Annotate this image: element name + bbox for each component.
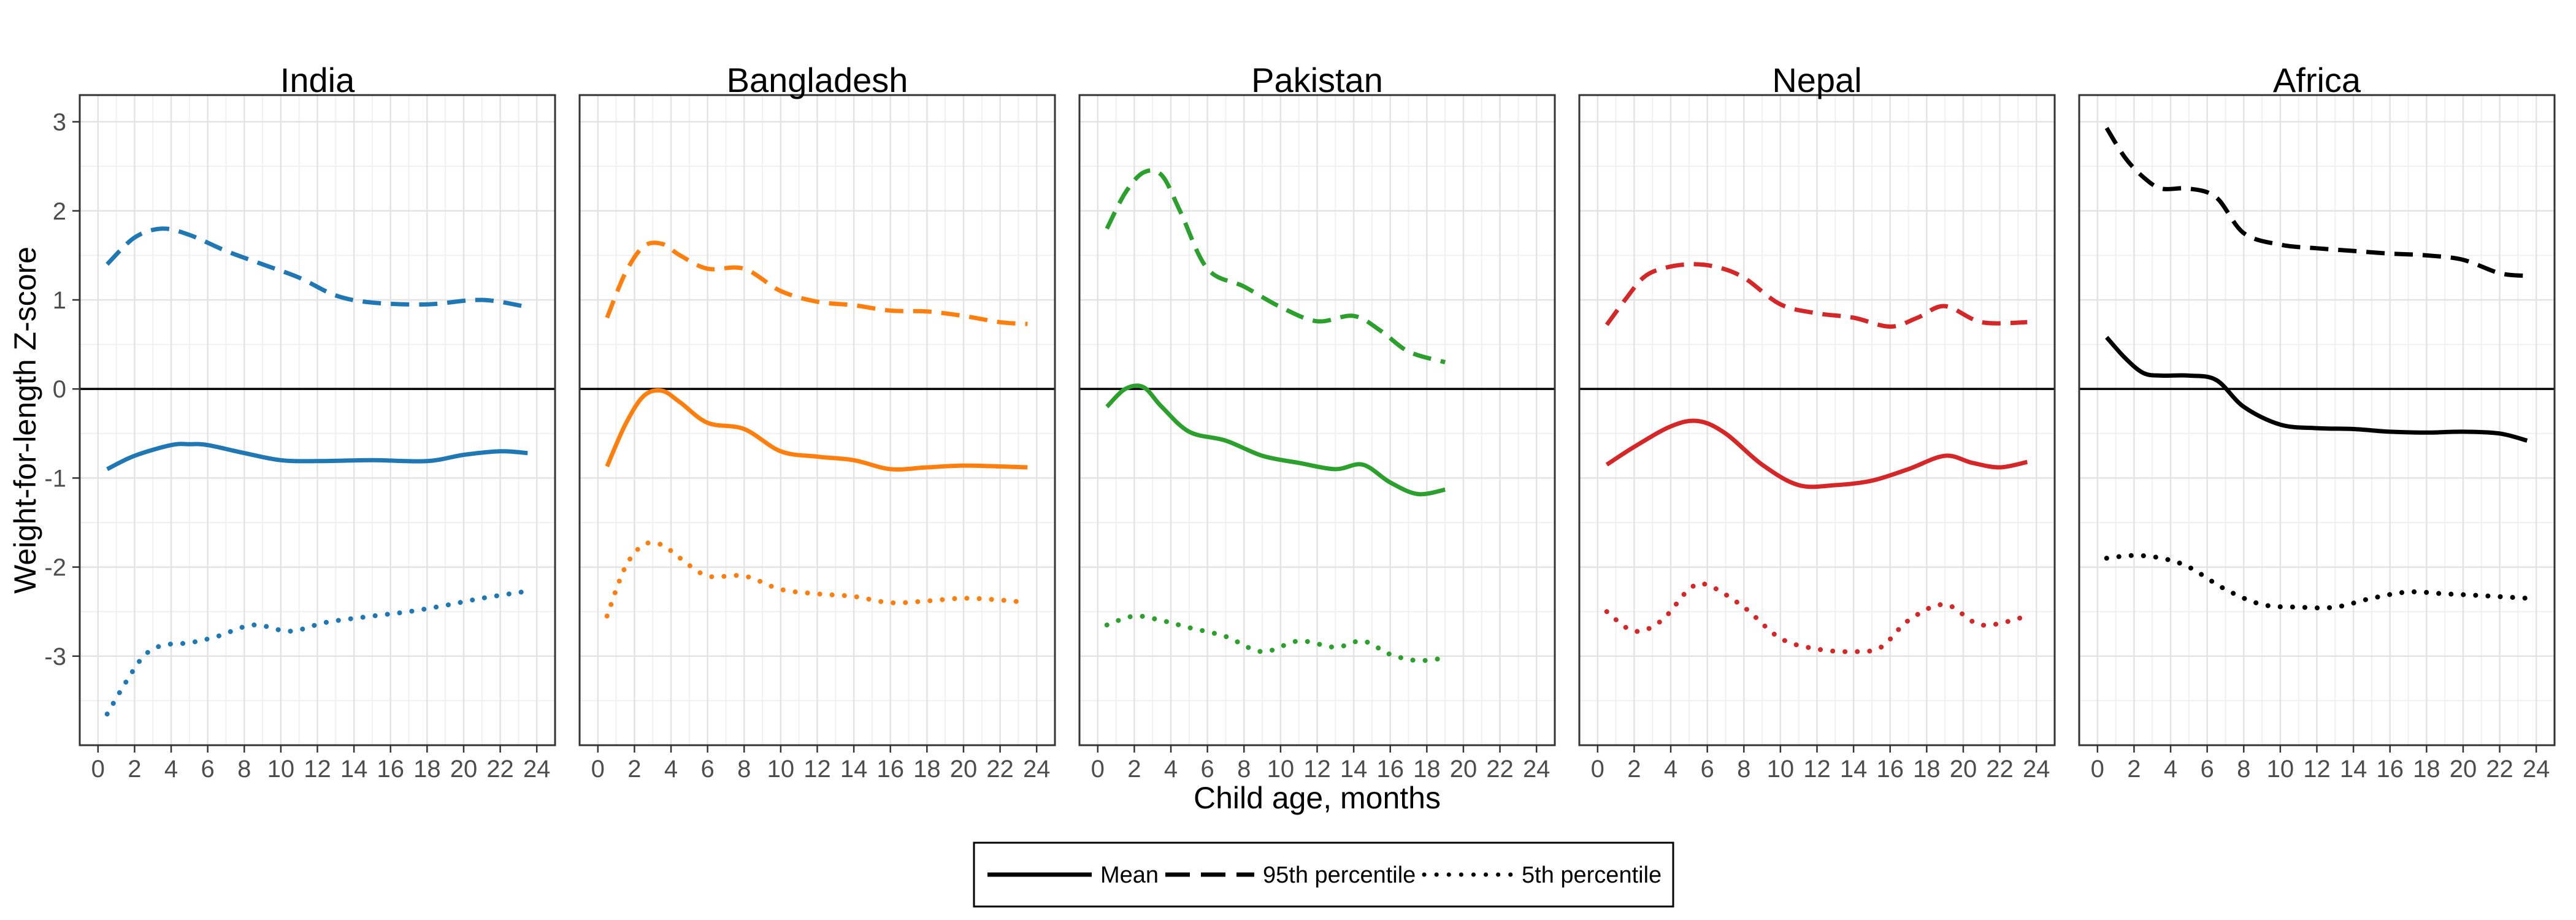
x-tick-label: 14 xyxy=(2340,756,2367,783)
x-tick-label: 10 xyxy=(2267,756,2294,783)
x-tick-label: 14 xyxy=(340,756,368,783)
x-tick-label: 16 xyxy=(377,756,404,783)
x-tick-label: 10 xyxy=(1267,756,1295,783)
x-tick-label: 24 xyxy=(523,756,551,783)
x-tick-label: 2 xyxy=(627,756,641,783)
series-line-dashed xyxy=(105,226,528,310)
x-tick-label: 20 xyxy=(1450,756,1478,783)
x-tick-label: 18 xyxy=(1413,756,1441,783)
x-tick-label: 0 xyxy=(1091,756,1105,783)
x-tick-label: 12 xyxy=(803,756,831,783)
y-tick-label: 0 xyxy=(53,376,66,403)
x-tick-label: 16 xyxy=(876,756,904,783)
y-axis-title: Weight-for-length Z-score xyxy=(8,247,42,594)
series-line-solid xyxy=(605,388,1028,472)
series-line-solid xyxy=(106,442,528,472)
x-tick-label: 24 xyxy=(1023,756,1051,783)
x-tick-label: 6 xyxy=(2201,756,2214,783)
x-tick-label: 0 xyxy=(91,756,105,783)
x-tick-label: 20 xyxy=(950,756,978,783)
series-line-dotted xyxy=(1104,613,1448,664)
x-tick-label: 8 xyxy=(237,756,251,783)
x-tick-label: 10 xyxy=(1767,756,1795,783)
x-tick-label: 8 xyxy=(2237,756,2250,783)
x-tick-label: 20 xyxy=(2450,756,2477,783)
legend-label: 95th percentile xyxy=(1263,862,1416,888)
x-tick-label: 8 xyxy=(737,756,751,783)
y-tick-label: 1 xyxy=(53,287,66,314)
x-tick-label: 18 xyxy=(2413,756,2440,783)
x-tick-label: 2 xyxy=(128,756,141,783)
x-tick-label: 22 xyxy=(2486,756,2513,783)
x-tick-label: 22 xyxy=(486,756,514,783)
x-tick-label: 22 xyxy=(986,756,1014,783)
x-tick-label: 6 xyxy=(701,756,715,783)
x-tick-label: 16 xyxy=(1876,756,1904,783)
series-line-dotted xyxy=(104,588,531,717)
y-tick-label: 3 xyxy=(53,109,66,136)
x-tick-label: 18 xyxy=(913,756,941,783)
x-tick-label: 4 xyxy=(1164,756,1178,783)
x-tick-label: 14 xyxy=(1840,756,1868,783)
x-tick-label: 20 xyxy=(450,756,478,783)
x-tick-label: 10 xyxy=(767,756,795,783)
panel-title: Pakistan xyxy=(1251,61,1383,99)
x-tick-label: 4 xyxy=(2164,756,2177,783)
series-line-dotted xyxy=(1604,581,2030,654)
x-tick-label: 14 xyxy=(1340,756,1368,783)
series-line-dashed xyxy=(1604,262,2028,329)
x-tick-label: 24 xyxy=(1523,756,1551,783)
series-line-dashed xyxy=(605,240,1028,326)
x-tick-label: 14 xyxy=(840,756,868,783)
x-tick-label: 24 xyxy=(2523,756,2550,783)
x-tick-label: 6 xyxy=(201,756,215,783)
x-tick-label: 12 xyxy=(304,756,331,783)
series-line-solid xyxy=(2105,335,2528,443)
x-tick-label: 4 xyxy=(664,756,678,783)
series-line-solid xyxy=(1105,383,1446,497)
x-tick-label: 12 xyxy=(1303,756,1331,783)
x-tick-label: 6 xyxy=(1701,756,1714,783)
x-tick-label: 22 xyxy=(1486,756,1514,783)
x-tick-label: 16 xyxy=(1376,756,1404,783)
x-tick-label: 2 xyxy=(1627,756,1641,783)
legend-label: Mean xyxy=(1100,862,1159,888)
y-tick-label: -1 xyxy=(44,465,66,492)
x-tick-label: 0 xyxy=(591,756,605,783)
x-tick-label: 0 xyxy=(2091,756,2104,783)
x-tick-label: 18 xyxy=(1913,756,1941,783)
panel-title: Africa xyxy=(2273,61,2361,99)
x-tick-label: 12 xyxy=(2303,756,2331,783)
x-tick-label: 0 xyxy=(1591,756,1604,783)
x-tick-label: 12 xyxy=(1803,756,1831,783)
series-line-dashed xyxy=(1105,168,1446,364)
x-tick-label: 8 xyxy=(1737,756,1750,783)
x-tick-label: 2 xyxy=(2127,756,2141,783)
x-tick-label: 10 xyxy=(267,756,295,783)
x-tick-label: 24 xyxy=(2023,756,2050,783)
x-tick-label: 18 xyxy=(413,756,441,783)
x-tick-label: 22 xyxy=(1986,756,2014,783)
x-tick-label: 16 xyxy=(2376,756,2404,783)
x-tick-label: 4 xyxy=(1664,756,1677,783)
x-tick-label: 4 xyxy=(164,756,178,783)
panel-title: Nepal xyxy=(1772,61,1861,99)
x-axis-title: Child age, months xyxy=(1194,781,1441,815)
x-tick-label: 2 xyxy=(1127,756,1141,783)
series-line-dashed xyxy=(2104,126,2528,278)
y-tick-label: -3 xyxy=(44,643,66,670)
panel-title: Bangladesh xyxy=(727,61,908,99)
x-tick-label: 6 xyxy=(1201,756,1214,783)
y-tick-label: -2 xyxy=(44,554,66,581)
legend-label: 5th percentile xyxy=(1522,862,1662,888)
x-tick-label: 20 xyxy=(1950,756,1977,783)
y-tick-label: 2 xyxy=(53,198,66,225)
series-line-solid xyxy=(1605,418,2028,489)
panel-title: India xyxy=(280,61,355,99)
x-tick-label: 8 xyxy=(1237,756,1251,783)
